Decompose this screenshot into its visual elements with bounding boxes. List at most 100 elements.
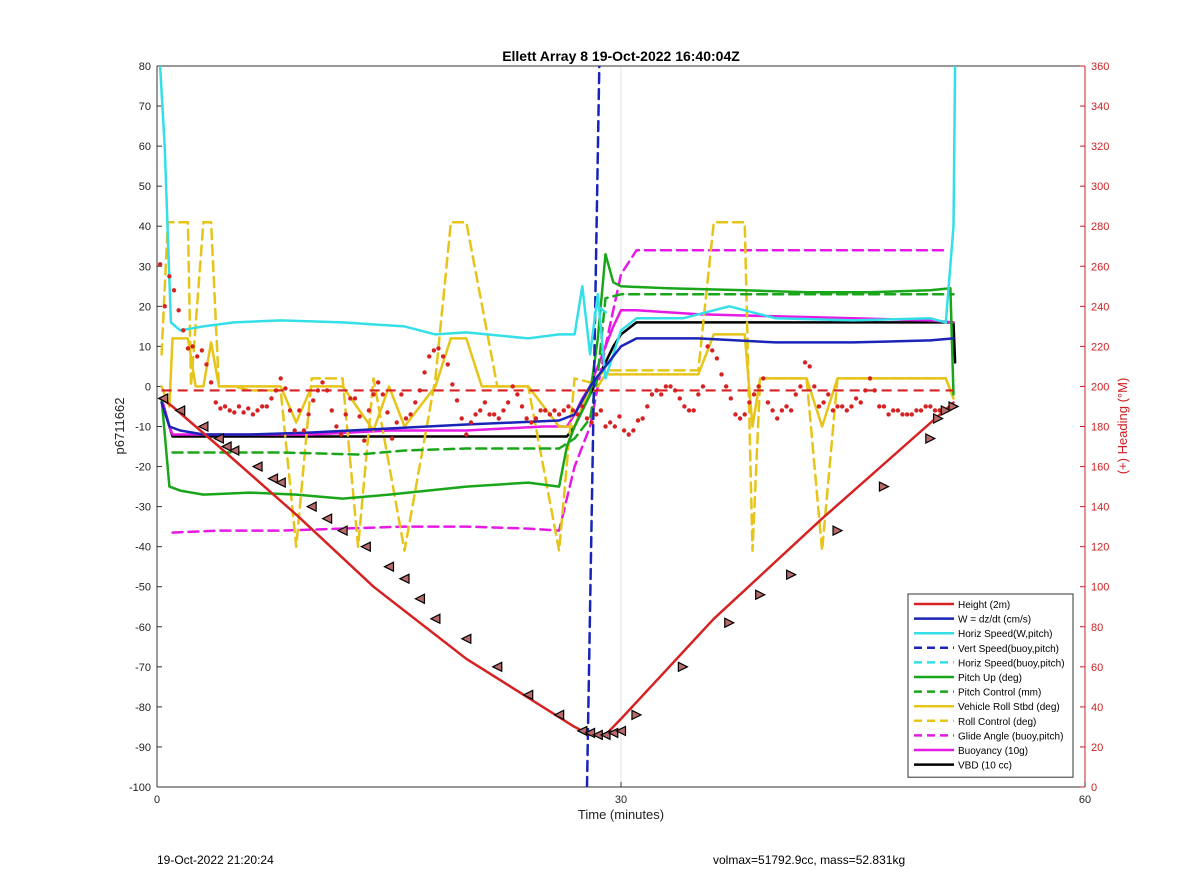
heading-point bbox=[440, 354, 446, 359]
y-tick-label: 10 bbox=[139, 341, 151, 353]
heading-point bbox=[826, 392, 831, 397]
heading-point bbox=[872, 388, 877, 393]
heading-point bbox=[519, 404, 525, 409]
y2-tick-label: 0 bbox=[1091, 782, 1097, 794]
heading-point bbox=[719, 372, 724, 377]
legend: Height (2m) W = dz/dt (cm/s) Horiz Speed(W… bbox=[907, 593, 1074, 778]
heading-point bbox=[659, 392, 664, 397]
heading-point bbox=[696, 392, 701, 397]
heading-point bbox=[389, 436, 395, 441]
heading-point bbox=[232, 410, 237, 415]
heading-point bbox=[255, 408, 260, 413]
series-pitch-up-deg bbox=[160, 253, 955, 500]
y-tick-label: 20 bbox=[139, 301, 151, 313]
dive-marker bbox=[584, 727, 596, 739]
y2-tick-label: 360 bbox=[1091, 61, 1109, 73]
y2-axis-label: (+) Heading (°M) bbox=[1115, 378, 1130, 475]
heading-point bbox=[227, 408, 232, 413]
y-tick-label: -100 bbox=[129, 782, 151, 794]
y-tick-label: -60 bbox=[135, 622, 151, 634]
series-glide-angle-buoy-pitch bbox=[171, 249, 948, 534]
heading-point bbox=[635, 418, 641, 423]
y-tick-label: -20 bbox=[135, 462, 151, 474]
heading-point bbox=[427, 354, 432, 359]
heading-point bbox=[672, 388, 678, 393]
heading-point bbox=[375, 380, 381, 385]
heading-point bbox=[886, 412, 891, 417]
y-tick-label: 30 bbox=[139, 261, 151, 273]
y2-tick-label: 120 bbox=[1091, 542, 1109, 554]
heading-point bbox=[918, 408, 924, 413]
chart-title: Ellett Array 8 19-Oct-2022 16:40:04Z bbox=[502, 48, 740, 64]
series-height-2m bbox=[160, 397, 955, 737]
dive-marker bbox=[267, 473, 279, 485]
heading-point bbox=[756, 384, 761, 389]
legend-label: Vehicle Roll Stbd (deg) bbox=[958, 702, 1060, 713]
heading-point bbox=[923, 404, 928, 409]
climb-marker bbox=[940, 405, 952, 416]
heading-point bbox=[839, 404, 845, 409]
heading-point bbox=[617, 414, 622, 419]
heading-point bbox=[580, 404, 585, 409]
y2-tick-label: 220 bbox=[1091, 341, 1109, 353]
heading-point bbox=[181, 328, 186, 333]
climb-marker bbox=[832, 525, 844, 537]
y-tick-label: 0 bbox=[145, 381, 151, 393]
heading-point bbox=[213, 400, 218, 405]
heading-point bbox=[723, 384, 729, 389]
heading-point bbox=[278, 376, 283, 381]
heading-point bbox=[807, 364, 812, 369]
legend-label: VBD (10 cc) bbox=[958, 761, 1012, 772]
y2-tick-label: 300 bbox=[1091, 181, 1109, 193]
heading-point bbox=[468, 420, 474, 425]
heading-point bbox=[478, 408, 483, 413]
dive-marker bbox=[383, 561, 395, 573]
heading-point bbox=[505, 400, 511, 405]
heading-point bbox=[524, 416, 529, 421]
heading-point bbox=[301, 428, 307, 433]
heading-point bbox=[835, 404, 840, 409]
dive-marker bbox=[429, 613, 441, 625]
dive-marker bbox=[398, 573, 410, 585]
heading-point bbox=[867, 376, 873, 381]
heading-point bbox=[185, 346, 191, 351]
climb-marker bbox=[755, 589, 767, 601]
legend-label: Buoyancy (10g) bbox=[958, 746, 1028, 757]
legend-label: Horiz Speed(W,pitch) bbox=[958, 629, 1052, 640]
legend-label: Glide Angle (buoy,pitch) bbox=[958, 731, 1063, 742]
heading-point bbox=[385, 410, 390, 415]
heading-point bbox=[459, 416, 464, 421]
heading-point bbox=[297, 408, 302, 413]
heading-point bbox=[408, 412, 413, 417]
heading-point bbox=[589, 420, 594, 425]
dive-marker bbox=[321, 513, 333, 525]
heading-point bbox=[932, 408, 938, 413]
heading-point bbox=[914, 408, 919, 413]
heading-point bbox=[320, 380, 325, 385]
heading-point bbox=[199, 348, 205, 353]
heading-point bbox=[705, 344, 710, 349]
heading-point bbox=[649, 392, 655, 397]
heading-point bbox=[770, 408, 775, 413]
heading-point bbox=[157, 262, 163, 267]
climb-marker bbox=[786, 569, 797, 581]
heading-point bbox=[329, 408, 334, 413]
heading-point bbox=[556, 412, 562, 417]
heading-point bbox=[283, 386, 288, 391]
x-tick-label: 30 bbox=[615, 794, 627, 806]
heading-point bbox=[380, 392, 386, 397]
heading-point bbox=[881, 404, 887, 409]
heading-point bbox=[547, 412, 553, 417]
heading-point bbox=[371, 392, 376, 397]
heading-point bbox=[909, 412, 914, 417]
heading-point bbox=[863, 388, 868, 393]
dive-marker bbox=[460, 633, 472, 645]
heading-point bbox=[686, 408, 692, 413]
x-axis-label: Time (minutes) bbox=[578, 807, 664, 822]
marker-layer bbox=[157, 392, 960, 741]
heading-point bbox=[501, 408, 506, 413]
heading-point bbox=[928, 404, 933, 409]
heading-point bbox=[287, 408, 293, 413]
heading-point bbox=[417, 388, 423, 393]
heading-point bbox=[324, 388, 330, 393]
